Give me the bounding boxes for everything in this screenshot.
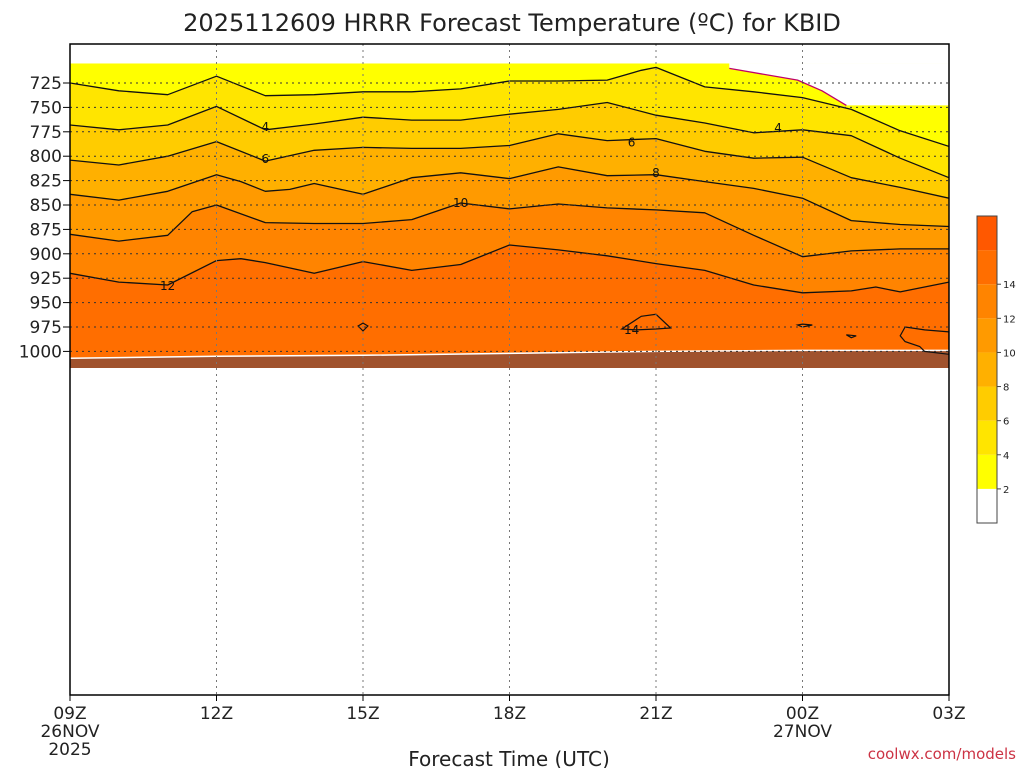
isotherm-pocket-4 — [846, 334, 857, 339]
contour-label: 6 — [628, 136, 636, 150]
y-tick-label: 725 — [30, 74, 62, 94]
x-date-label: 2025 — [48, 740, 91, 760]
x-tick-label: 09Z — [53, 704, 86, 724]
credit-text: coolwx.com/models — [868, 745, 1016, 763]
y-tick-label: 825 — [30, 172, 62, 192]
x-axis-label: Forecast Time (UTC) — [408, 747, 610, 768]
contour-label: 14 — [624, 323, 639, 337]
isotherm-pocket-3 — [795, 323, 813, 328]
x-date-label: 27NOV — [773, 722, 832, 742]
ground-fill — [70, 350, 949, 368]
colorbar-swatch — [977, 454, 997, 489]
contour-label: 12 — [160, 279, 175, 293]
x-tick-label: 12Z — [200, 704, 233, 724]
colorbar-swatch — [977, 318, 997, 353]
x-tick-label: 15Z — [346, 704, 379, 724]
y-tick-label: 925 — [30, 269, 62, 289]
isotherm-14 — [70, 244, 949, 294]
x-tick-label: 18Z — [493, 704, 526, 724]
contour-label: 6 — [262, 152, 270, 166]
colorbar-swatch — [977, 488, 997, 523]
colorbar-tick-label: 10 — [1003, 348, 1016, 359]
contour-label: 4 — [774, 121, 782, 135]
isotherm-pocket-5 — [899, 326, 949, 355]
contour-label: 4 — [262, 120, 270, 134]
isotherm-10 — [70, 166, 949, 228]
colorbar-swatch — [977, 352, 997, 387]
grid-lines — [69, 44, 950, 695]
x-tick-label: 03Z — [932, 704, 965, 724]
colorbar-tick-label: 6 — [1003, 417, 1009, 428]
fill-band-0 — [729, 63, 949, 106]
y-tick-label: 1000 — [19, 342, 62, 362]
y-axis: 725 750 775 800 825 850 875 900 925 950 975 1000 — [19, 74, 70, 362]
fill-band-14 — [70, 245, 949, 368]
x-tick-label: 21Z — [639, 704, 672, 724]
colorbar-tick-label: 8 — [1003, 383, 1009, 394]
isotherm-12 — [70, 202, 949, 258]
colorbar-swatch — [977, 420, 997, 455]
colorbar-tick-label: 14 — [1003, 280, 1016, 291]
fill-pocket-1 — [621, 314, 671, 330]
isotherm-pocket-2 — [357, 322, 369, 332]
y-tick-label: 975 — [30, 318, 62, 338]
isotherm-4 — [70, 66, 949, 148]
colorbar-tick-label: 12 — [1003, 314, 1016, 325]
colorbar-swatch — [977, 250, 997, 285]
fill-pocket-5 — [900, 327, 949, 355]
chart-title: 2025112609 HRRR Forecast Temperature (ºC… — [183, 9, 841, 37]
y-tick-label: 875 — [30, 220, 62, 240]
isotherm-pocket-1 — [619, 313, 673, 331]
colorbar-frame — [976, 215, 998, 524]
y-tick-label: 850 — [30, 196, 62, 216]
colorbar-swatch — [977, 386, 997, 421]
colorbar-tick-label: 4 — [1003, 451, 1009, 462]
y-tick-label: 750 — [30, 98, 62, 118]
colorbar-tick-label: 2 — [1003, 485, 1009, 496]
contour-label: 8 — [652, 166, 660, 180]
contour-label: 10 — [453, 196, 468, 210]
y-tick-label: 950 — [30, 294, 62, 314]
x-tick-label: 00Z — [786, 704, 819, 724]
isotherm-2 — [729, 67, 847, 106]
y-tick-label: 800 — [30, 147, 62, 167]
y-tick-label: 900 — [30, 245, 62, 265]
x-date-label: 26NOV — [40, 722, 99, 742]
colorbar: 2 4 6 8 10 12 14 — [976, 215, 1016, 524]
y-tick-label: 775 — [30, 123, 62, 143]
contour-labels: 4 6 10 12 6 8 4 14 — [160, 120, 782, 337]
colorbar-swatch — [977, 284, 997, 319]
colorbar-swatch — [977, 216, 997, 251]
